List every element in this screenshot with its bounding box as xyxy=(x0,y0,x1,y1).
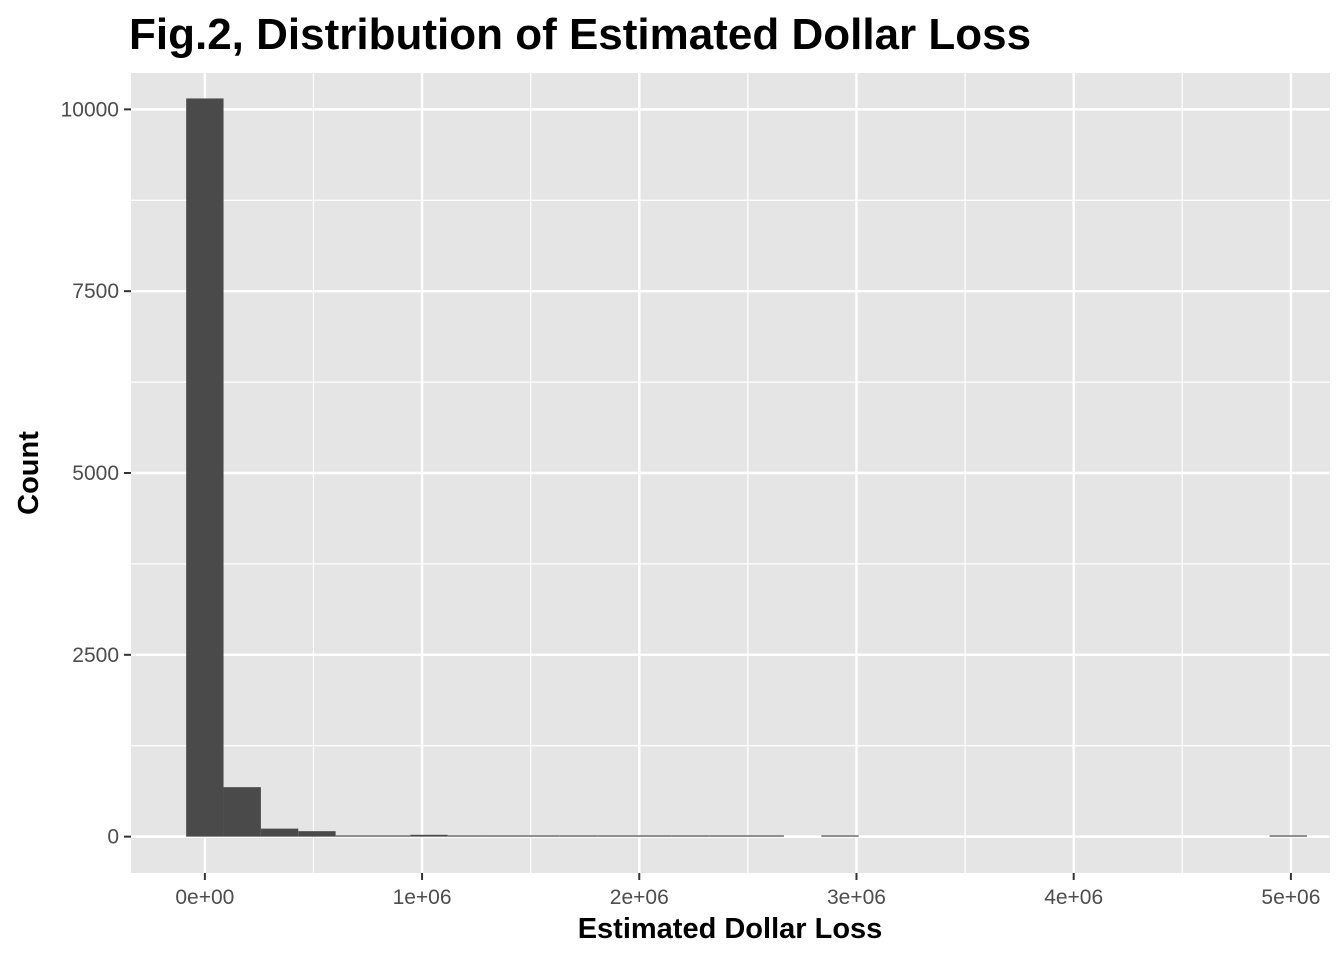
y-axis: 0 2500 5000 7500 10000 xyxy=(61,98,131,849)
histogram-bar xyxy=(746,835,784,837)
histogram-bar xyxy=(260,828,299,837)
histogram-bar xyxy=(634,835,672,837)
histogram-bars xyxy=(186,98,1307,837)
histogram-bar xyxy=(597,835,635,837)
x-tick-label: 1e+06 xyxy=(393,886,452,909)
x-tick-label: 2e+06 xyxy=(610,886,669,909)
y-tick-label: 10000 xyxy=(61,98,119,121)
y-tick-label: 2500 xyxy=(72,644,119,667)
histogram-bar xyxy=(223,787,261,837)
histogram-bar xyxy=(709,835,747,837)
histogram-bar xyxy=(186,98,224,837)
histogram-bar xyxy=(671,835,710,837)
histogram-bar xyxy=(298,831,336,837)
y-tick-label: 7500 xyxy=(72,280,119,303)
histogram-bar xyxy=(447,835,486,837)
x-tick-label: 5e+06 xyxy=(1261,886,1320,909)
y-axis-title: Count xyxy=(13,431,45,515)
x-tick-label: 3e+06 xyxy=(827,886,886,909)
y-tick-label: 0 xyxy=(107,826,119,849)
x-axis-title: Estimated Dollar Loss xyxy=(578,913,883,945)
histogram-bar xyxy=(335,835,373,837)
histogram-bar xyxy=(1269,835,1307,837)
chart-title: Fig.2, Distribution of Estimated Dollar … xyxy=(129,10,1031,59)
histogram-bar xyxy=(485,835,523,837)
y-tick-label: 5000 xyxy=(72,462,119,485)
x-tick-label: 0e+00 xyxy=(175,886,234,909)
histogram-bar xyxy=(522,835,560,837)
histogram-bar xyxy=(372,835,411,837)
histogram-bar xyxy=(559,835,598,837)
x-tick-label: 4e+06 xyxy=(1044,886,1103,909)
histogram-bar xyxy=(821,835,859,837)
histogram-bar xyxy=(410,834,448,837)
x-axis: 0e+00 1e+06 2e+06 3e+06 4e+06 5e+06 xyxy=(175,873,1320,909)
